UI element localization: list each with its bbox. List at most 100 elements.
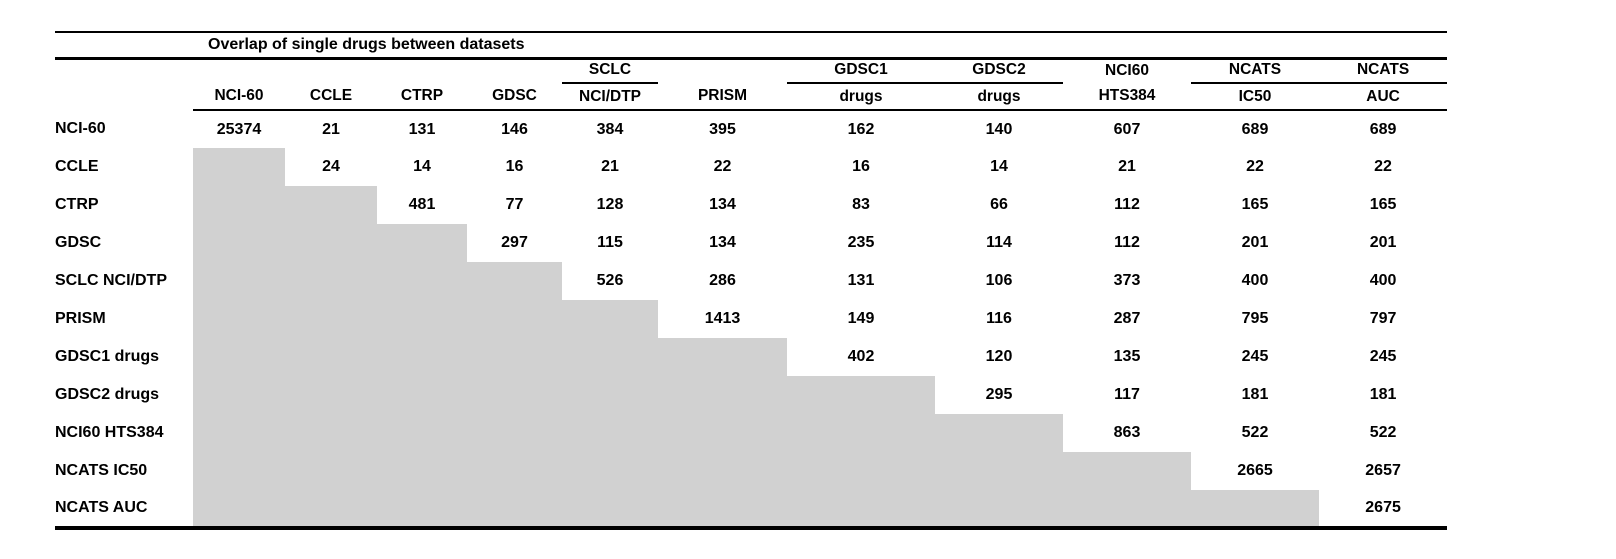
masked-cell	[658, 414, 787, 452]
masked-cell	[193, 186, 285, 224]
masked-cell	[377, 376, 467, 414]
overlap-value-nci60-hts384-ncats-auc: 522	[1369, 424, 1397, 441]
col-group-sclc-nci-dtp: SCLC	[562, 58, 658, 84]
overlap-value-nci-60-prism: 395	[709, 120, 736, 138]
overlap-value-ccle-gdsc1-drugs: 16	[852, 158, 870, 175]
col-group-ncats-auc: NCATS	[1319, 58, 1448, 84]
masked-cell	[1063, 452, 1191, 490]
overlap-value-ctrp-nci60-hts384: 112	[1114, 196, 1140, 213]
overlap-value-ccle-ncats-ic50: 22	[1246, 158, 1264, 175]
row-header-nci-60: NCI-60	[55, 120, 106, 137]
overlap-value-prism-gdsc1-drugs: 149	[847, 310, 875, 327]
overlap-value-nci-60-sclc-nci-dtp: 384	[596, 120, 624, 138]
col-header-gdsc2-drugs: drugs	[935, 83, 1063, 111]
column-header-row: NCI-60 CCLE CTRP GDSC NCI/DTP PRISM drugs drugs…	[55, 83, 1448, 111]
masked-cell	[787, 376, 935, 414]
masked-cell	[562, 452, 658, 490]
masked-cell	[193, 452, 285, 490]
table-row: GDSC1 drugs 402 120 135 245 245	[55, 338, 1447, 376]
overlap-value-gdsc1-drugs-gdsc2-drugs: 120	[985, 348, 1013, 365]
overlap-value-nci-60-ncats-auc: 689	[1369, 120, 1397, 138]
masked-cell	[193, 148, 285, 186]
overlap-value-nci-60-gdsc2-drugs: 140	[985, 120, 1013, 138]
overlap-value-sclc-nci-dtp-sclc-nci-dtp: 526	[596, 272, 624, 289]
masked-cell	[193, 224, 285, 262]
masked-cell	[467, 300, 562, 338]
masked-cell	[562, 300, 658, 338]
overlap-value-nci-60-ctrp: 131	[408, 120, 436, 138]
masked-cell	[193, 414, 285, 452]
overlap-value-nci-60-gdsc1-drugs: 162	[847, 120, 875, 138]
table-row: CTRP 481 77 128 134 83 66 112 165 165	[55, 186, 1447, 224]
title-row-spacer	[55, 32, 193, 60]
drug-overlap-table: Overlap of single drugs between datasets…	[55, 31, 1448, 530]
overlap-value-prism-gdsc2-drugs: 116	[986, 310, 1012, 327]
overlap-value-gdsc1-drugs-gdsc1-drugs: 402	[847, 348, 875, 365]
table-row: GDSC2 drugs 295 117 181 181	[55, 376, 1447, 414]
masked-cell	[467, 452, 562, 490]
overlap-value-gdsc-gdsc2-drugs: 114	[986, 234, 1012, 251]
overlap-value-sclc-nci-dtp-prism: 286	[709, 272, 736, 289]
overlap-value-ccle-gdsc2-drugs: 14	[990, 158, 1008, 175]
masked-cell	[377, 414, 467, 452]
overlap-value-ccle-prism: 22	[713, 158, 732, 175]
masked-cell	[285, 338, 377, 376]
group-header-spacer	[55, 58, 193, 83]
overlap-value-ctrp-prism: 134	[709, 196, 736, 213]
overlap-value-ctrp-ncats-auc: 165	[1369, 196, 1397, 213]
masked-cell	[377, 262, 467, 300]
overlap-value-gdsc1-drugs-ncats-ic50: 245	[1241, 348, 1269, 365]
masked-cell	[787, 414, 935, 452]
masked-cell	[193, 376, 285, 414]
row-header-ncats-auc: NCATS AUC	[55, 499, 148, 516]
row-header-prism: PRISM	[55, 310, 106, 327]
masked-cell	[285, 224, 377, 262]
col-group-nci-60	[193, 58, 285, 83]
masked-cell	[658, 376, 787, 414]
overlap-value-ccle-ctrp: 14	[413, 158, 431, 175]
overlap-value-prism-ncats-auc: 797	[1369, 310, 1397, 327]
overlap-value-prism-prism: 1413	[704, 310, 741, 327]
row-header-ncats-ic50: NCATS IC50	[55, 462, 148, 479]
col-header-ctrp: CTRP	[377, 83, 467, 111]
masked-cell	[193, 490, 285, 528]
overlap-value-ctrp-ctrp: 481	[408, 196, 436, 213]
table-row: NCATS AUC 2675	[55, 490, 1447, 528]
overlap-value-ccle-sclc-nci-dtp: 21	[601, 158, 619, 175]
overlap-value-nci-60-gdsc: 146	[501, 120, 528, 138]
table-header: Overlap of single drugs between datasets…	[55, 32, 1448, 111]
group-header-row: SCLC GDSC1 GDSC2 NCI60 NCATS NCATS	[55, 58, 1448, 84]
masked-cell	[562, 338, 658, 376]
overlap-value-gdsc-sclc-nci-dtp: 115	[597, 234, 623, 251]
masked-cell	[467, 414, 562, 452]
col-header-prism: PRISM	[658, 83, 787, 111]
overlap-value-gdsc-gdsc: 297	[501, 234, 528, 251]
overlap-value-gdsc-prism: 134	[709, 234, 736, 251]
overlap-value-prism-ncats-ic50: 795	[1241, 310, 1269, 327]
overlap-value-gdsc-nci60-hts384: 112	[1114, 234, 1140, 251]
table-row: SCLC NCI/DTP 526 286 131 106 373 400 400	[55, 262, 1447, 300]
masked-cell	[467, 262, 562, 300]
masked-cell	[787, 452, 935, 490]
overlap-value-sclc-nci-dtp-gdsc2-drugs: 106	[985, 272, 1013, 289]
col-group-ctrp	[377, 58, 467, 83]
overlap-value-sclc-nci-dtp-ncats-auc: 400	[1369, 272, 1397, 289]
table-row: CCLE 24 14 16 21 22 16 14 21 22 22	[55, 148, 1447, 186]
overlap-value-ccle-gdsc: 16	[505, 158, 524, 175]
row-header-gdsc: GDSC	[55, 234, 102, 251]
col-header-gdsc1-drugs: drugs	[787, 83, 935, 111]
masked-cell	[658, 452, 787, 490]
overlap-value-gdsc2-drugs-ncats-auc: 181	[1369, 386, 1397, 403]
table-title: Overlap of single drugs between datasets	[193, 32, 1448, 60]
masked-cell	[285, 186, 377, 224]
masked-cell	[935, 490, 1063, 528]
overlap-value-nci60-hts384-nci60-hts384: 863	[1113, 424, 1141, 441]
col-group-nci60-hts384: NCI60	[1105, 62, 1149, 79]
masked-cell	[467, 490, 562, 528]
masked-cell	[467, 338, 562, 376]
row-header-ctrp: CTRP	[55, 196, 99, 213]
row-header-gdsc2-drugs: GDSC2 drugs	[55, 386, 160, 403]
overlap-value-ccle-ncats-auc: 22	[1374, 158, 1392, 175]
col-header-nci-60: NCI-60	[193, 83, 285, 111]
masked-cell	[377, 452, 467, 490]
